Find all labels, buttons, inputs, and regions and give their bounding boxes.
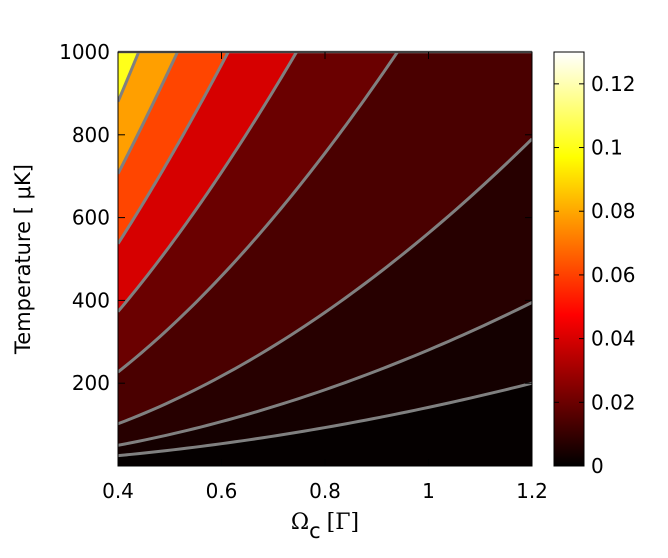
contour-line-0.06 — [118, 52, 298, 313]
colorbar-frame — [553, 51, 585, 467]
colorbar-tick-label: 0.1 — [591, 136, 623, 160]
y-tick-label: 600 — [72, 206, 110, 230]
colorbar-tick-label: 0.08 — [591, 199, 636, 223]
y-tick-label: 800 — [72, 123, 110, 147]
x-tick-label: 0.6 — [206, 479, 238, 503]
colorbar-tick-label: 0.12 — [591, 72, 636, 96]
x-tick-label: 0.4 — [102, 479, 134, 503]
colorbar-tick-label: 0.06 — [591, 263, 636, 287]
x-axis-subscript: c — [309, 519, 321, 543]
x-tick-labels: 0.4 0.6 0.8 1 1.2 — [102, 479, 548, 503]
plot-frame — [117, 51, 533, 467]
x-tick-label: 1 — [422, 479, 435, 503]
y-tick-labels: 200 400 600 800 1000 — [59, 40, 110, 395]
colorbar: 0 0.02 0.04 0.06 0.08 0.1 0.12 — [553, 51, 636, 478]
x-axis-label: Ωc [Γ] — [291, 510, 359, 543]
contour-line-0.04 — [118, 52, 399, 374]
y-tick-label: 200 — [72, 371, 110, 395]
contour-line-0.02 — [118, 137, 532, 426]
x-axis-unit: [Γ] — [327, 510, 359, 535]
contour-line-0.08 — [118, 52, 230, 245]
y-axis-label: Temperature [ μK] — [11, 164, 35, 355]
colorbar-tick-label: 0.04 — [591, 327, 636, 351]
contour-line-0.1 — [118, 52, 179, 175]
y-tick-label: 400 — [72, 288, 110, 312]
y-tick-label: 1000 — [59, 40, 110, 64]
colorbar-tick-label: 0.02 — [591, 390, 636, 414]
contour-region-0.005 — [118, 383, 532, 466]
x-axis-symbol: Ω — [291, 510, 309, 535]
contour-lines — [118, 52, 532, 458]
x-tick-label: 0.8 — [309, 479, 341, 503]
colorbar-labels: 0 0.02 0.04 0.06 0.08 0.1 0.12 — [591, 72, 636, 478]
colorbar-tick-label: 0 — [591, 454, 604, 478]
colorbar-gradient — [554, 52, 584, 466]
contour-line-0.12 — [118, 52, 141, 103]
x-tick-label: 1.2 — [516, 479, 548, 503]
contour-line-0.005 — [118, 381, 532, 458]
plot-area — [117, 50, 533, 467]
contour-fills — [118, 52, 532, 466]
contour-line-0.01 — [118, 301, 532, 447]
